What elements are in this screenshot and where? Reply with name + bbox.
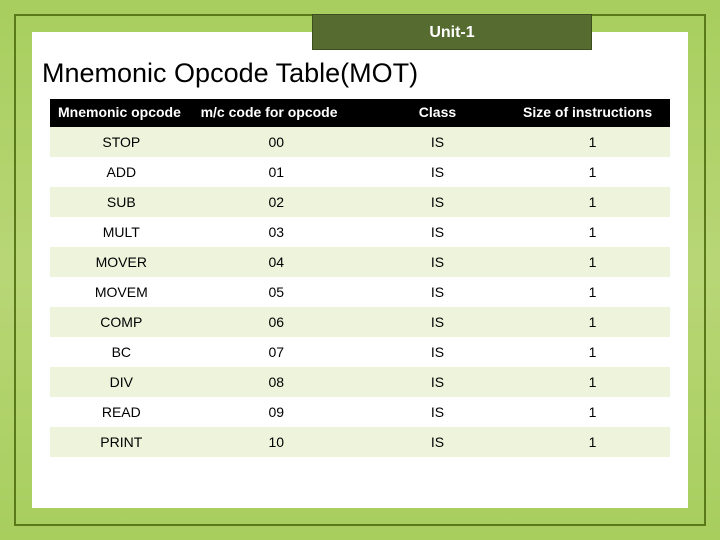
cell-class: IS: [360, 427, 515, 457]
opcode-table-wrap: Mnemonic opcode m/c code for opcode Clas…: [32, 99, 688, 457]
cell-size: 1: [515, 277, 670, 307]
cell-mnemonic: MOVEM: [50, 277, 193, 307]
cell-class: IS: [360, 397, 515, 427]
table-header-row: Mnemonic opcode m/c code for opcode Clas…: [50, 99, 670, 127]
cell-code: 04: [193, 247, 360, 277]
cell-mnemonic: DIV: [50, 367, 193, 397]
cell-code: 10: [193, 427, 360, 457]
cell-size: 1: [515, 427, 670, 457]
cell-code: 09: [193, 397, 360, 427]
cell-mnemonic: MOVER: [50, 247, 193, 277]
cell-mnemonic: COMP: [50, 307, 193, 337]
table-row: ADD01IS1: [50, 157, 670, 187]
table-row: MOVER04IS1: [50, 247, 670, 277]
cell-mnemonic: BC: [50, 337, 193, 367]
cell-mnemonic: READ: [50, 397, 193, 427]
cell-code: 08: [193, 367, 360, 397]
col-code: m/c code for opcode: [193, 99, 360, 127]
table-header: Mnemonic opcode m/c code for opcode Clas…: [50, 99, 670, 127]
table-row: BC07IS1: [50, 337, 670, 367]
cell-mnemonic: ADD: [50, 157, 193, 187]
cell-size: 1: [515, 397, 670, 427]
unit-label: Unit-1: [429, 24, 474, 41]
cell-class: IS: [360, 337, 515, 367]
cell-size: 1: [515, 217, 670, 247]
cell-class: IS: [360, 277, 515, 307]
table-body: STOP00IS1ADD01IS1SUB02IS1MULT03IS1MOVER0…: [50, 127, 670, 457]
cell-class: IS: [360, 187, 515, 217]
slide-frame: Unit-1 Mnemonic Opcode Table(MOT) Mnemon…: [14, 14, 706, 526]
col-class: Class: [360, 99, 515, 127]
cell-class: IS: [360, 247, 515, 277]
unit-banner: Unit-1: [312, 14, 592, 50]
cell-code: 03: [193, 217, 360, 247]
cell-size: 1: [515, 247, 670, 277]
cell-code: 07: [193, 337, 360, 367]
cell-code: 01: [193, 157, 360, 187]
cell-mnemonic: MULT: [50, 217, 193, 247]
cell-class: IS: [360, 367, 515, 397]
cell-size: 1: [515, 337, 670, 367]
cell-mnemonic: STOP: [50, 127, 193, 157]
cell-size: 1: [515, 367, 670, 397]
cell-class: IS: [360, 217, 515, 247]
table-row: COMP06IS1: [50, 307, 670, 337]
cell-class: IS: [360, 157, 515, 187]
cell-mnemonic: SUB: [50, 187, 193, 217]
table-row: PRINT10IS1: [50, 427, 670, 457]
cell-class: IS: [360, 307, 515, 337]
cell-code: 00: [193, 127, 360, 157]
cell-code: 05: [193, 277, 360, 307]
cell-size: 1: [515, 127, 670, 157]
cell-code: 02: [193, 187, 360, 217]
col-size: Size of instructions: [515, 99, 670, 127]
col-mnemonic: Mnemonic opcode: [50, 99, 193, 127]
table-row: READ09IS1: [50, 397, 670, 427]
opcode-table: Mnemonic opcode m/c code for opcode Clas…: [50, 99, 670, 457]
cell-class: IS: [360, 127, 515, 157]
slide-content: Unit-1 Mnemonic Opcode Table(MOT) Mnemon…: [32, 32, 688, 508]
cell-size: 1: [515, 307, 670, 337]
table-row: SUB02IS1: [50, 187, 670, 217]
cell-size: 1: [515, 157, 670, 187]
cell-code: 06: [193, 307, 360, 337]
cell-size: 1: [515, 187, 670, 217]
table-row: MOVEM05IS1: [50, 277, 670, 307]
table-row: MULT03IS1: [50, 217, 670, 247]
table-row: STOP00IS1: [50, 127, 670, 157]
table-row: DIV08IS1: [50, 367, 670, 397]
cell-mnemonic: PRINT: [50, 427, 193, 457]
